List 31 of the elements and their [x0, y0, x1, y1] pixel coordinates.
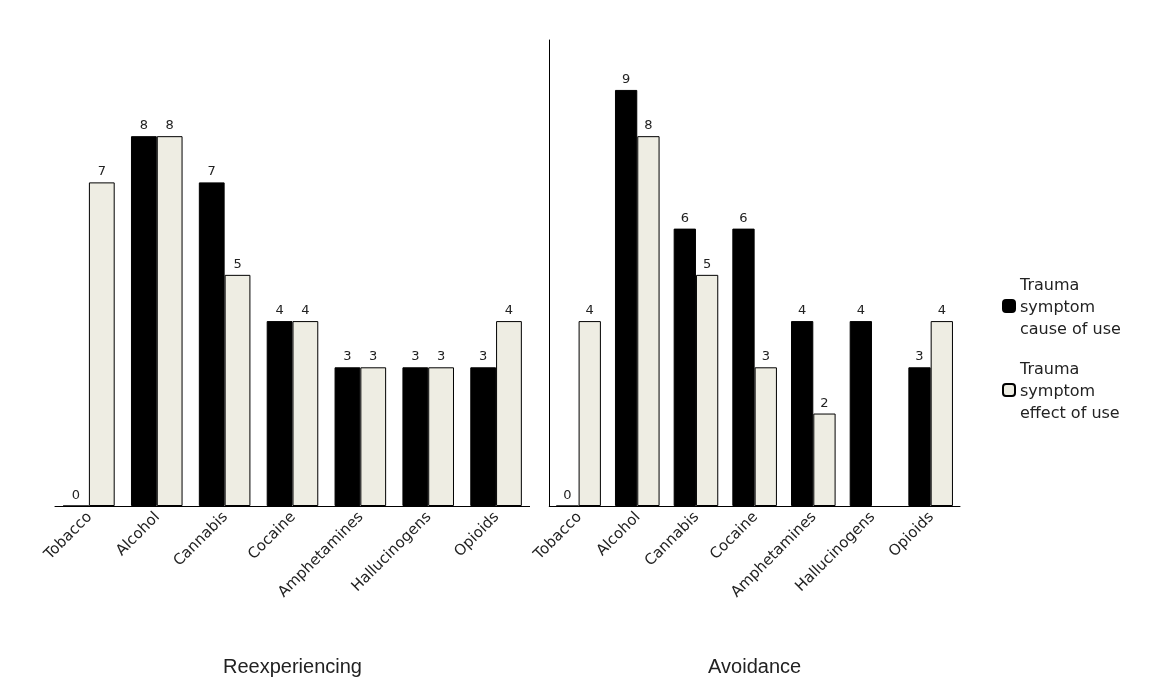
data-label: 4 — [856, 302, 865, 318]
data-label: 3 — [479, 348, 488, 364]
data-label: 6 — [739, 209, 748, 225]
data-label: 3 — [343, 348, 352, 364]
legend-label: Trauma symptom effect of use — [1019, 358, 1120, 422]
data-label: 5 — [702, 255, 712, 271]
data-label: 5 — [233, 255, 242, 271]
data-label: 4 — [504, 302, 514, 318]
data-label: 3 — [915, 348, 924, 364]
legend-label: Trauma symptom cause of use — [1019, 274, 1121, 338]
data-label: 4 — [585, 302, 594, 318]
data-label: 8 — [165, 117, 174, 133]
data-label: 3 — [411, 348, 420, 364]
data-label: 3 — [436, 348, 446, 364]
data-label: 4 — [798, 302, 807, 318]
data-label: 0 — [563, 486, 572, 502]
data-label: 8 — [644, 117, 653, 133]
data-label: 4 — [937, 302, 946, 318]
x-axis-title: Reexperiencing — [223, 655, 362, 677]
data-label: 4 — [301, 302, 310, 318]
data-label: 6 — [680, 209, 689, 225]
data-label: 7 — [207, 163, 216, 179]
data-label: 7 — [97, 163, 106, 179]
x-axis-title: Avoidance — [708, 655, 802, 677]
data-label: 4 — [275, 302, 284, 318]
data-label: 9 — [621, 70, 631, 86]
data-label: 3 — [369, 348, 378, 364]
data-label: 8 — [139, 117, 149, 133]
data-label: 3 — [761, 348, 770, 364]
data-label: 2 — [820, 394, 829, 410]
data-label: 0 — [71, 486, 81, 502]
